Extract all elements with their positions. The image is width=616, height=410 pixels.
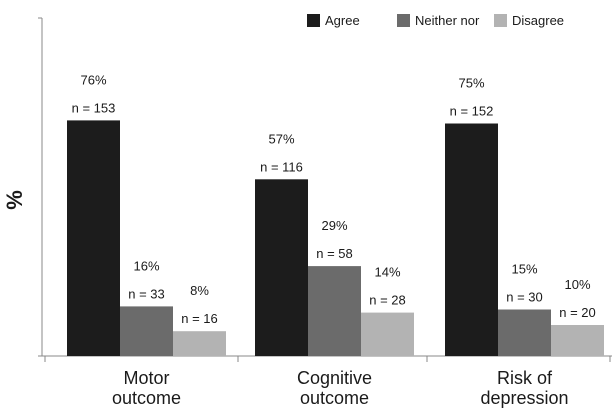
category-label: outcome [300,388,369,408]
bar-percent-label: 57% [268,131,294,146]
legend-swatch [397,14,410,27]
category-label: Motor [123,368,169,388]
legend-swatch [494,14,507,27]
bar [445,123,498,356]
legend-label: Neither nor [415,13,480,28]
bar [173,331,226,356]
bar [308,266,361,356]
legend: Agree Neither nor Disagree [307,13,564,28]
bar-n-label: n = 28 [369,293,406,308]
bar-percent-label: 14% [374,265,400,280]
category-label: Cognitive [297,368,372,388]
bar-percent-label: 10% [564,277,590,292]
bar [361,312,414,356]
bar-n-label: n = 33 [128,286,165,301]
legend-swatch [307,14,320,27]
category-label: outcome [112,388,181,408]
bar-percent-label: 29% [321,218,347,233]
category-label: Risk of [497,368,553,388]
category-label: depression [480,388,568,408]
bar-n-label: n = 153 [72,100,116,115]
legend-label: Agree [325,13,360,28]
y-axis-label: % [2,190,27,210]
bar-percent-label: 8% [190,283,209,298]
bar-percent-label: 16% [133,258,159,273]
bar-n-label: n = 152 [450,104,494,119]
bar [551,325,604,356]
bar-percent-label: 76% [80,72,106,87]
bar-n-label: n = 30 [506,290,543,305]
bar-percent-label: 15% [511,262,537,277]
bar-percent-label: 75% [458,76,484,91]
bar-n-label: n = 116 [260,159,303,174]
bar-n-label: n = 20 [559,305,596,320]
bar [498,309,551,356]
bar [67,120,120,357]
bar [120,306,173,356]
bar-n-label: n = 58 [316,246,353,261]
legend-label: Disagree [512,13,564,28]
bar [255,179,308,356]
bar-n-label: n = 16 [181,311,218,326]
